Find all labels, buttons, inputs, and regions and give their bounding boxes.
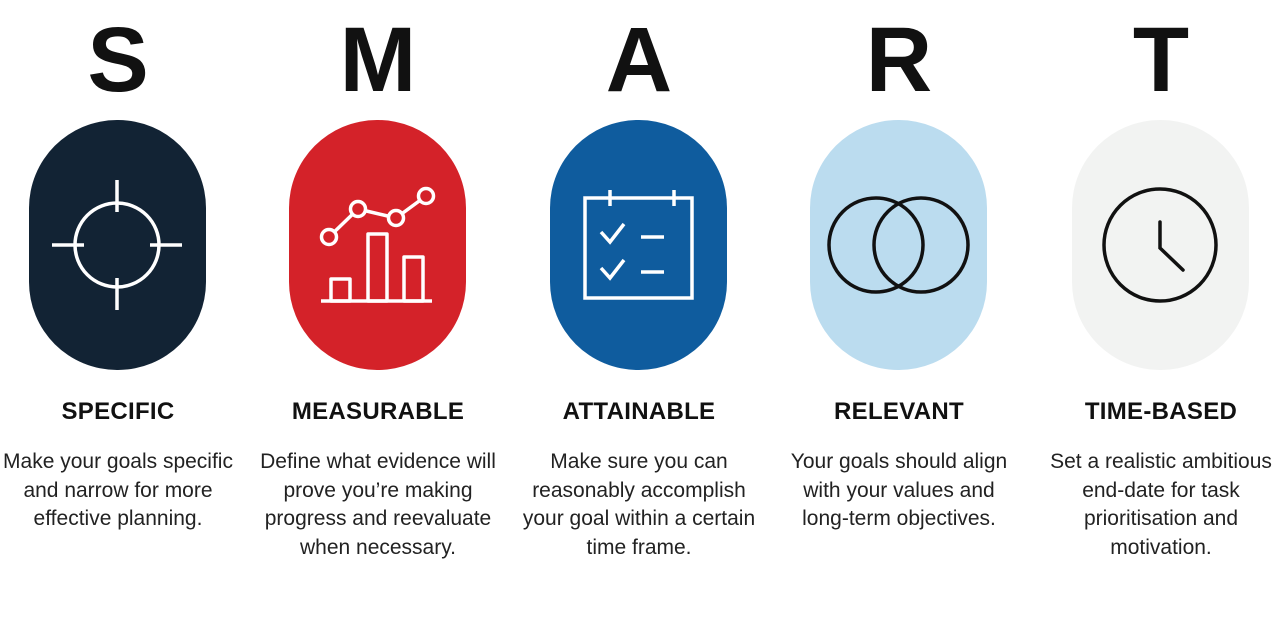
heading: SPECIFIC: [61, 398, 175, 425]
icon-pill: [810, 120, 987, 370]
icon-pill: [29, 120, 206, 370]
heading: TIME-BASED: [1084, 398, 1238, 425]
calendar-checklist-icon: [583, 190, 694, 300]
heading: ATTAINABLE: [562, 398, 716, 425]
chart-growth-icon: [319, 186, 436, 303]
heading: MEASURABLE: [291, 398, 465, 425]
smart-column-time-based: T TIME-BASED Set a realistic ambitious e…: [1031, 0, 1280, 639]
target-crosshair-icon: [52, 180, 182, 310]
smart-column-measurable: M MEASURABLE Define what evidence will p…: [248, 0, 508, 639]
icon-pill: [1072, 120, 1249, 370]
overlapping-circles-icon: [827, 196, 970, 294]
clock-icon: [1102, 187, 1218, 303]
letter: M: [339, 9, 417, 111]
description: Define what evidence will prove you’re m…: [260, 450, 496, 559]
description: Your goals should align with your values…: [790, 450, 1008, 530]
icon-pill: [289, 120, 466, 370]
letter: A: [605, 9, 673, 111]
heading: RELEVANT: [834, 398, 964, 425]
letter: S: [87, 9, 149, 111]
description: Make sure you can reasonably accomplish …: [522, 450, 756, 559]
letter: R: [865, 9, 933, 111]
description: Set a realistic ambitious end-date for t…: [1050, 450, 1272, 559]
letter: T: [1132, 9, 1190, 111]
icon-pill: [550, 120, 727, 370]
description: Make your goals specific and narrow for …: [3, 450, 233, 530]
smart-column-attainable: A ATTAINABLE Make sure you can reasonabl…: [509, 0, 769, 639]
smart-column-relevant: R RELEVANT Your goals should align with …: [769, 0, 1029, 639]
smart-column-specific: S SPECIFIC Make your goals specific and …: [0, 0, 248, 639]
